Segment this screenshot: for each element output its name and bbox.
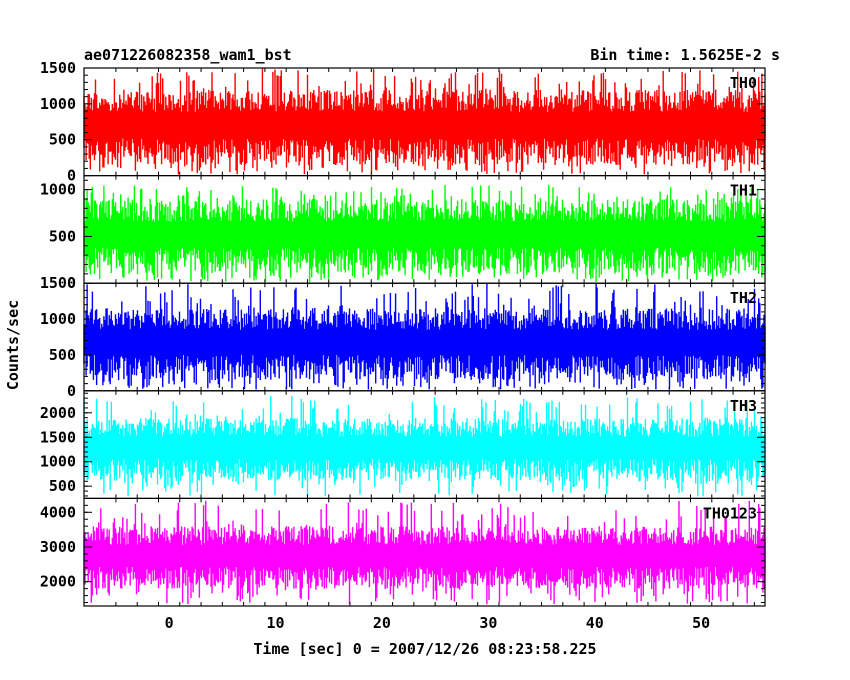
y-tick-label: 2000 <box>40 404 76 422</box>
panel-label-th0123: TH0123 <box>703 504 757 522</box>
y-tick-label: 1000 <box>40 453 76 471</box>
series-th3 <box>83 396 766 497</box>
y-tick-label: 0 <box>67 382 76 400</box>
y-tick-label: 2000 <box>40 573 76 591</box>
y-tick-label: 500 <box>49 227 76 245</box>
y-tick-label: 1500 <box>40 274 76 292</box>
x-tick-label: 40 <box>586 614 604 632</box>
series-th0 <box>83 68 766 175</box>
x-tick-label: 10 <box>267 614 285 632</box>
series-th2 <box>83 283 766 390</box>
y-tick-label: 500 <box>49 131 76 149</box>
y-tick-label: 1000 <box>40 181 76 199</box>
x-tick-label: 0 <box>165 614 174 632</box>
x-axis-label: Time [sec] 0 = 2007/12/26 08:23:58.225 <box>253 640 596 658</box>
y-tick-label: 0 <box>67 167 76 185</box>
panel-label-th3: TH3 <box>730 397 757 415</box>
x-tick-label: 20 <box>373 614 391 632</box>
panel-label-th0: TH0 <box>730 74 757 92</box>
y-tick-label: 1500 <box>40 59 76 77</box>
y-tick-label: 3000 <box>40 538 76 556</box>
y-tick-label: 1500 <box>40 428 76 446</box>
x-tick-label: 50 <box>692 614 710 632</box>
y-tick-label: 500 <box>49 346 76 364</box>
panel-label-th2: TH2 <box>730 289 757 307</box>
y-axis-label: Counts/sec <box>4 300 22 390</box>
y-tick-label: 500 <box>49 477 76 495</box>
x-tick-label: 30 <box>479 614 497 632</box>
figure-title: ae071226082358_wam1_bst <box>84 46 292 64</box>
panel-label-th1: TH1 <box>730 182 757 200</box>
bin-time-label: Bin time: 1.5625E-2 s <box>590 46 780 64</box>
series-th0123 <box>83 500 766 605</box>
series-th1 <box>83 185 766 283</box>
panel-frame-th0123 <box>83 497 766 607</box>
y-tick-label: 1000 <box>40 310 76 328</box>
y-tick-label: 4000 <box>40 503 76 521</box>
y-tick-label: 1000 <box>40 95 76 113</box>
y-tick-label: 0 <box>67 274 76 292</box>
